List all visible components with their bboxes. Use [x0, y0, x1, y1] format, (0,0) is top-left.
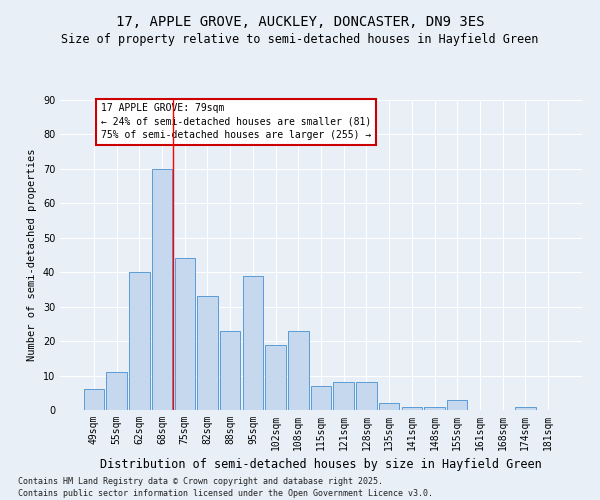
Bar	[515, 406, 536, 410]
Bar	[242, 276, 263, 410]
Bar	[197, 296, 218, 410]
Bar	[265, 344, 286, 410]
Bar	[334, 382, 354, 410]
Text: 17 APPLE GROVE: 79sqm
← 24% of semi-detached houses are smaller (81)
75% of semi: 17 APPLE GROVE: 79sqm ← 24% of semi-deta…	[101, 104, 371, 140]
Y-axis label: Number of semi-detached properties: Number of semi-detached properties	[27, 149, 37, 361]
Bar	[356, 382, 377, 410]
Bar	[401, 406, 422, 410]
Text: 17, APPLE GROVE, AUCKLEY, DONCASTER, DN9 3ES: 17, APPLE GROVE, AUCKLEY, DONCASTER, DN9…	[116, 15, 484, 29]
Bar	[220, 331, 241, 410]
Bar	[84, 390, 104, 410]
Bar	[424, 406, 445, 410]
Text: Size of property relative to semi-detached houses in Hayfield Green: Size of property relative to semi-detach…	[61, 32, 539, 46]
Text: Contains HM Land Registry data © Crown copyright and database right 2025.
Contai: Contains HM Land Registry data © Crown c…	[18, 476, 433, 498]
Bar	[288, 331, 308, 410]
Bar	[311, 386, 331, 410]
Bar	[175, 258, 195, 410]
Bar	[379, 403, 400, 410]
Bar	[106, 372, 127, 410]
Bar	[152, 169, 172, 410]
Bar	[447, 400, 467, 410]
X-axis label: Distribution of semi-detached houses by size in Hayfield Green: Distribution of semi-detached houses by …	[100, 458, 542, 471]
Bar	[129, 272, 149, 410]
